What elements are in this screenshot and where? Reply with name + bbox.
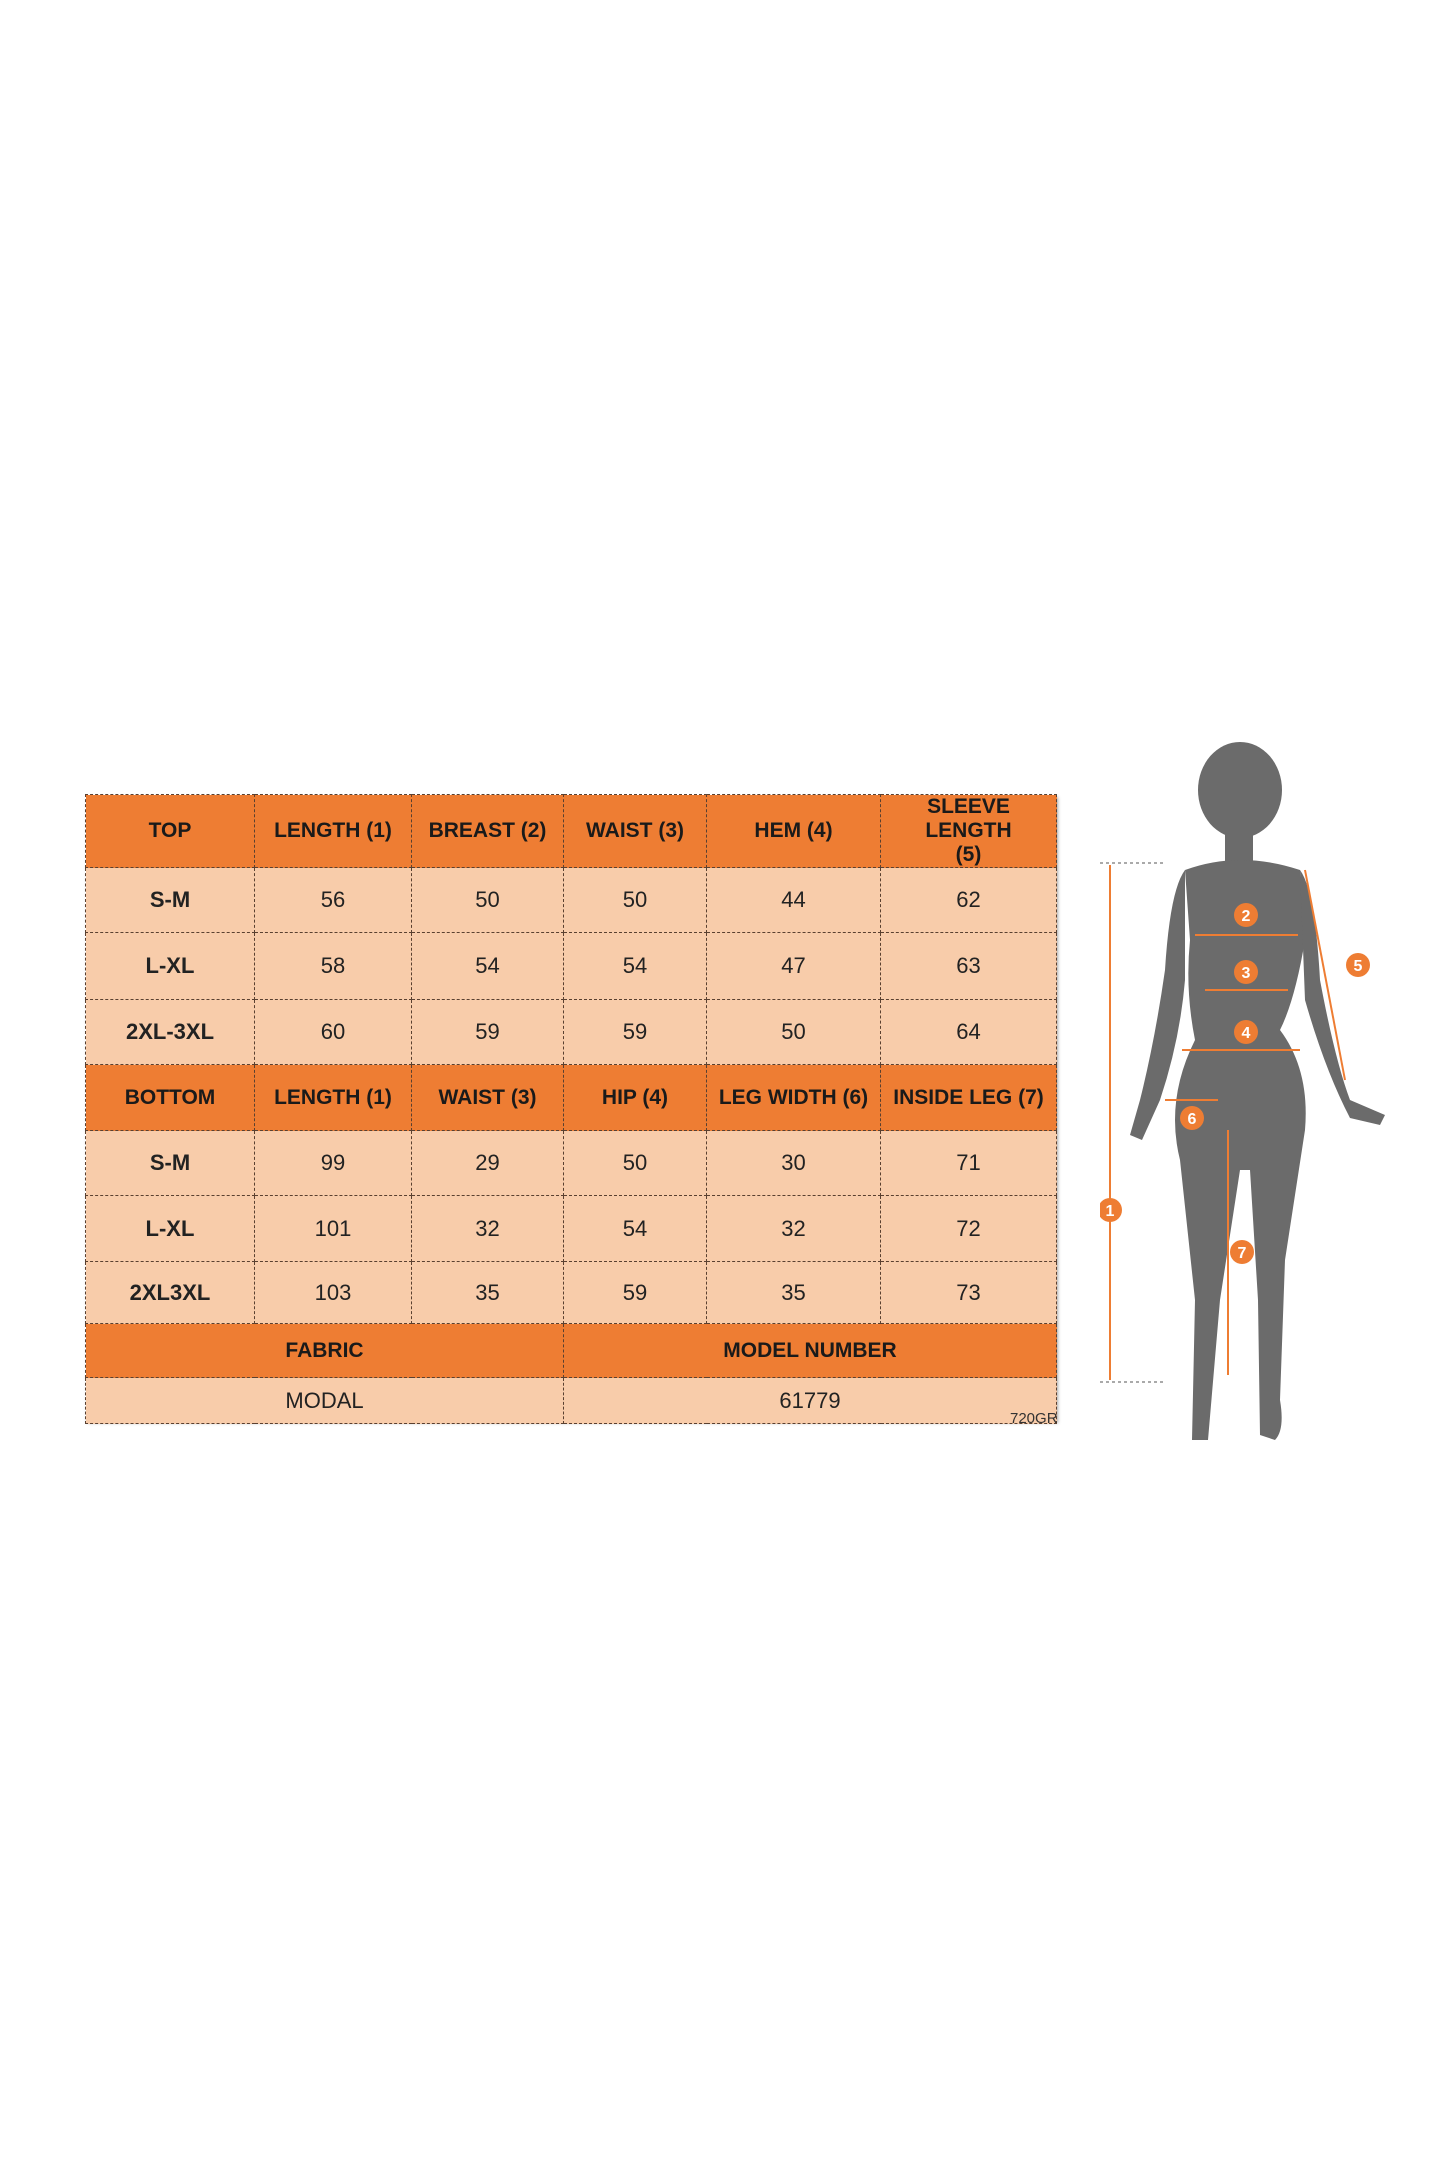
value-cell: 59 [411, 999, 564, 1065]
value-cell: 64 [880, 999, 1057, 1065]
value-cell: 29 [411, 1130, 564, 1196]
marker-6: 6 [1188, 1111, 1197, 1128]
value-cell: 60 [254, 999, 412, 1065]
value-cell: 54 [563, 1195, 707, 1262]
header-cell: SLEEVE LENGTH (5) [880, 794, 1057, 868]
fabric-value: MODAL [85, 1377, 564, 1424]
top-header-row: TOP LENGTH (1) BREAST (2) WAIST (3) HEM … [85, 794, 1057, 868]
value-cell: 30 [706, 1130, 881, 1196]
footer-row: MODAL 61779 [85, 1377, 1057, 1424]
value-cell: 72 [880, 1195, 1057, 1262]
value-cell: 50 [411, 867, 564, 933]
header-cell: LENGTH (1) [254, 1064, 412, 1131]
size-cell: 2XL-3XL [85, 999, 255, 1065]
value-cell: 59 [563, 999, 707, 1065]
header-cell: BREAST (2) [411, 794, 564, 868]
table-row: L-XL 101 32 54 32 72 [85, 1195, 1057, 1262]
marker-4: 4 [1242, 1025, 1251, 1042]
value-cell: 63 [880, 932, 1057, 1000]
value-cell: 103 [254, 1261, 412, 1324]
size-cell: L-XL [85, 932, 255, 1000]
model-number-label: MODEL NUMBER [563, 1323, 1057, 1378]
fabric-label: FABRIC [85, 1323, 564, 1378]
value-cell: 62 [880, 867, 1057, 933]
value-cell: 99 [254, 1130, 412, 1196]
value-cell: 59 [563, 1261, 707, 1324]
silhouette [1130, 742, 1385, 1440]
header-cell: LENGTH (1) [254, 794, 412, 868]
value-cell: 58 [254, 932, 412, 1000]
value-cell: 54 [563, 932, 707, 1000]
header-cell: INSIDE LEG (7) [880, 1064, 1057, 1131]
marker-7: 7 [1238, 1245, 1247, 1262]
bottom-header-row: BOTTOM LENGTH (1) WAIST (3) HIP (4) LEG … [85, 1064, 1057, 1131]
table-row: S-M 56 50 50 44 62 [85, 867, 1057, 933]
size-cell: S-M [85, 1130, 255, 1196]
value-cell: 71 [880, 1130, 1057, 1196]
header-cell: BOTTOM [85, 1064, 255, 1131]
size-cell: S-M [85, 867, 255, 933]
header-cell: LEG WIDTH (6) [706, 1064, 881, 1131]
model-number-value: 61779 [563, 1377, 1057, 1424]
value-cell: 54 [411, 932, 564, 1000]
value-cell: 50 [563, 1130, 707, 1196]
header-cell: HIP (4) [563, 1064, 707, 1131]
header-cell: WAIST (3) [411, 1064, 564, 1131]
value-cell: 47 [706, 932, 881, 1000]
markers [1100, 903, 1370, 1264]
marker-1: 1 [1106, 1203, 1115, 1220]
value-cell: 73 [880, 1261, 1057, 1324]
marker-3: 3 [1242, 965, 1251, 982]
header-cell: TOP [85, 794, 255, 868]
value-cell: 32 [706, 1195, 881, 1262]
measurement-lines [1100, 862, 1346, 1383]
size-cell: 2XL3XL [85, 1261, 255, 1324]
value-cell: 50 [706, 999, 881, 1065]
table-row: S-M 99 29 50 30 71 [85, 1130, 1057, 1196]
value-cell: 32 [411, 1195, 564, 1262]
value-cell: 50 [563, 867, 707, 933]
body-measurement-figure: 1 2 3 4 5 6 7 [1100, 742, 1385, 1440]
value-cell: 56 [254, 867, 412, 933]
header-cell: HEM (4) [706, 794, 881, 868]
marker-5: 5 [1354, 958, 1363, 975]
table-row: 2XL-3XL 60 59 59 50 64 [85, 999, 1057, 1065]
value-cell: 101 [254, 1195, 412, 1262]
footer-header-row: FABRIC MODEL NUMBER [85, 1323, 1057, 1378]
marker-2: 2 [1242, 908, 1251, 925]
header-cell: WAIST (3) [563, 794, 707, 868]
table-row: L-XL 58 54 54 47 63 [85, 932, 1057, 1000]
value-cell: 44 [706, 867, 881, 933]
size-cell: L-XL [85, 1195, 255, 1262]
product-code: 720GR [1010, 1410, 1058, 1427]
value-cell: 35 [411, 1261, 564, 1324]
size-chart-table: TOP LENGTH (1) BREAST (2) WAIST (3) HEM … [85, 794, 1057, 1424]
table-row: 2XL3XL 103 35 59 35 73 [85, 1261, 1057, 1324]
sleeve-line [1304, 869, 1346, 1081]
value-cell: 35 [706, 1261, 881, 1324]
